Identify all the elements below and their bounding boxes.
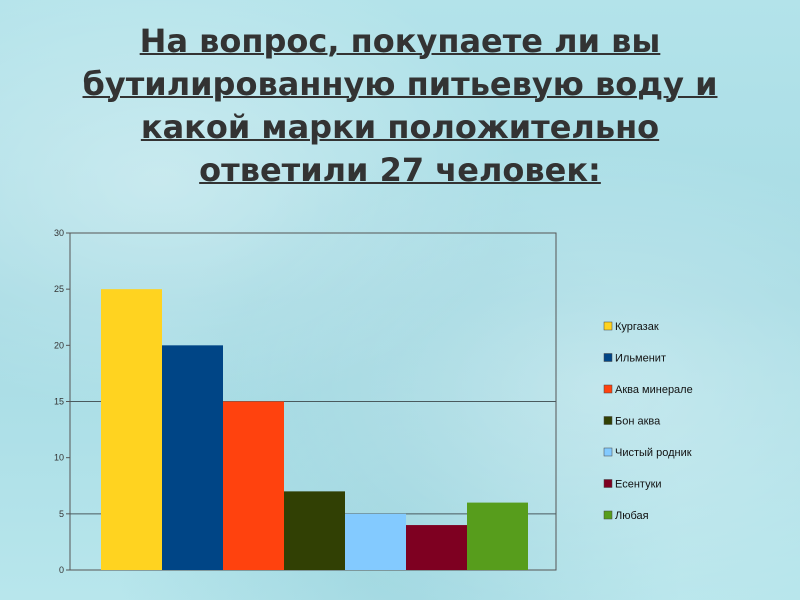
bar-1 [101, 289, 162, 570]
y-tick-label: 5 [59, 509, 64, 519]
y-tick-label: 10 [54, 453, 64, 463]
bar-7 [467, 502, 528, 570]
legend-label: Чистый родник [615, 447, 692, 459]
bar-3 [223, 401, 284, 570]
title-line: На вопрос, покупаете ли вы [139, 22, 661, 60]
title-line: какой марки положительно [140, 108, 660, 146]
title-line: ответили 27 человек: [199, 151, 601, 189]
legend-swatch [603, 384, 613, 394]
y-tick-label: 25 [54, 284, 64, 294]
legend-swatch [603, 479, 613, 488]
bar-5 [345, 513, 406, 570]
legend-label: Любая [615, 510, 649, 522]
legend-label: Ильменит [615, 353, 666, 365]
bar-2 [162, 345, 223, 570]
y-tick-label: 15 [54, 397, 64, 407]
legend-label: Кургазак [615, 321, 659, 333]
y-tick-label: 30 [54, 228, 64, 238]
title-line: бутилированную питьевую воду и [82, 65, 718, 103]
legend-swatch [603, 510, 613, 520]
legend-swatch [603, 447, 613, 457]
legend-swatch [603, 416, 613, 425]
slide-title: На вопрос, покупаете ли вы бутилированну… [0, 20, 800, 192]
legend-swatch [603, 321, 613, 331]
legend-label: Аква минерале [615, 384, 693, 396]
legend-label: Бон аква [615, 416, 661, 428]
y-tick-label: 20 [54, 340, 64, 350]
legend-label: Есентуки [615, 479, 662, 491]
legend-swatch [603, 353, 613, 362]
bar-6 [406, 525, 467, 570]
y-tick-label: 0 [59, 565, 64, 575]
bar-4 [284, 491, 345, 570]
